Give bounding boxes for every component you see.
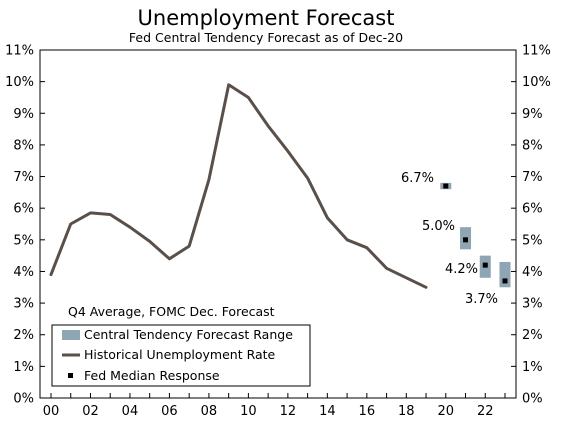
y-tick-label-left: 6%: [13, 202, 34, 217]
median-marker: [443, 183, 449, 189]
median-marker: [502, 278, 508, 284]
y-tick-label-right: 8%: [522, 138, 543, 153]
legend-label-historical: Historical Unemployment Rate: [84, 347, 276, 362]
legend-box: [51, 324, 311, 387]
y-tick-label-right: 4%: [522, 265, 543, 280]
historical-unemployment-line: [49, 83, 428, 289]
legend-swatch-range: [62, 330, 80, 340]
annotation-2022: 4.2%: [445, 262, 478, 277]
chart-title: Unemployment Forecast: [138, 6, 395, 30]
chart-subtitle: Fed Central Tendency Forecast as of Dec-…: [129, 30, 403, 45]
y-tick-label-right: 10%: [522, 75, 551, 90]
y-tick-label-left: 4%: [13, 265, 34, 280]
legend-label-median: Fed Median Response: [84, 368, 220, 383]
forecast-range-bar: [499, 261, 511, 288]
x-tick-label: 04: [122, 404, 139, 419]
x-tick-label: 06: [161, 404, 178, 419]
y-tick-label-left: 10%: [5, 75, 34, 90]
legend-swatch-median: [68, 373, 73, 378]
y-tick-label-right: 2%: [522, 328, 543, 343]
x-tick-label: 08: [201, 404, 218, 419]
median-marker: [463, 237, 469, 243]
x-tick-label: 22: [477, 404, 494, 419]
y-tick-label-right: 5%: [522, 233, 543, 248]
left-axis: 0% 1% 2% 3% 4% 5% 6% 7% 8% 9% 10% 11%: [5, 44, 45, 407]
y-tick-label-left: 11%: [5, 44, 34, 59]
median-series: [443, 183, 508, 284]
x-tick-label: 10: [240, 404, 257, 419]
y-tick-label-left: 8%: [13, 138, 34, 153]
x-tick-label: 02: [82, 404, 99, 419]
x-tick-label: 16: [359, 404, 376, 419]
legend-label-range: Central Tendency Forecast Range: [84, 327, 293, 342]
y-tick-label-right: 1%: [522, 360, 543, 375]
x-tick-label: 12: [280, 404, 297, 419]
x-tick-label: 20: [438, 404, 455, 419]
y-tick-label-right: 6%: [522, 202, 543, 217]
y-tick-label-right: 11%: [522, 44, 551, 59]
annotation-2020: 6.7%: [401, 171, 434, 186]
y-tick-label-left: 9%: [13, 107, 34, 122]
x-tick-label: 14: [319, 404, 336, 419]
median-marker: [482, 262, 488, 268]
x-tick-label: 18: [398, 404, 415, 419]
right-axis: 0% 1% 2% 3% 4% 5% 6% 7% 8% 9% 10% 11%: [511, 44, 551, 407]
y-tick-label-left: 0%: [13, 392, 34, 407]
plot-area: [39, 49, 517, 399]
annotation-2021: 5.0%: [422, 219, 455, 234]
x-tick-label: 00: [43, 404, 60, 419]
y-tick-label-right: 9%: [522, 107, 543, 122]
y-tick-label-right: 7%: [522, 170, 543, 185]
y-tick-label-left: 2%: [13, 328, 34, 343]
y-tick-label-right: 3%: [522, 297, 543, 312]
legend-heading: Q4 Average, FOMC Dec. Forecast: [68, 304, 275, 319]
y-tick-label-left: 3%: [13, 297, 34, 312]
y-tick-label-left: 7%: [13, 170, 34, 185]
y-tick-label-right: 0%: [522, 392, 543, 407]
y-tick-label-left: 1%: [13, 360, 34, 375]
x-axis: 00 02 04 06 08 10 12 14 16 18 20 22: [43, 393, 506, 419]
annotation-2023: 3.7%: [465, 292, 498, 307]
y-tick-label-left: 5%: [13, 233, 34, 248]
